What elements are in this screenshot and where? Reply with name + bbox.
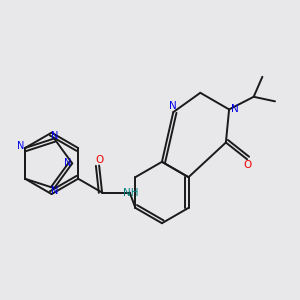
Text: O: O [243,160,251,170]
Text: O: O [95,155,103,165]
Text: N: N [50,130,58,141]
Text: N: N [231,104,239,114]
Text: N: N [64,158,72,168]
Text: N: N [50,186,58,196]
Text: N: N [17,141,25,151]
Text: N: N [169,101,177,111]
Text: NH: NH [123,188,139,197]
